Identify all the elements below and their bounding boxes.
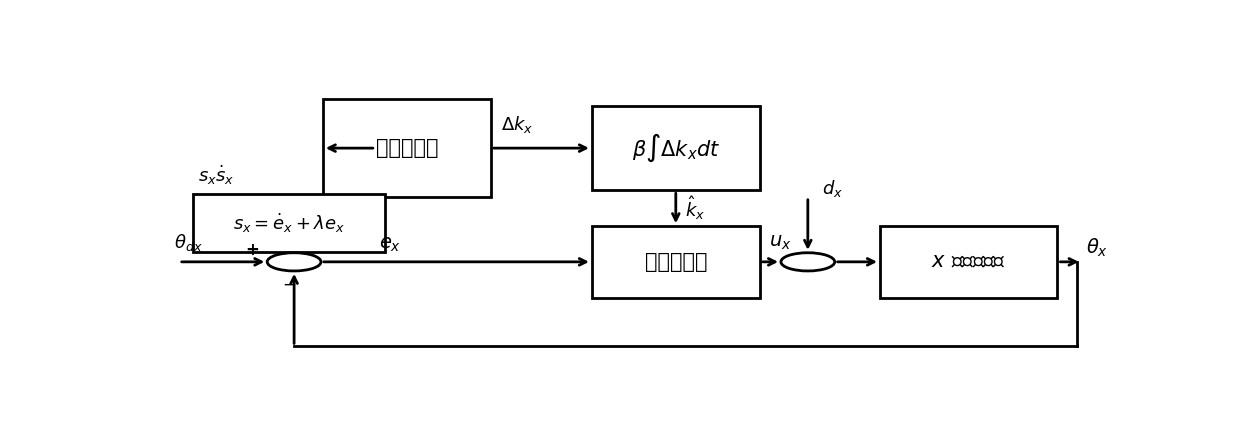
Text: 滑模控制器: 滑模控制器 <box>644 252 707 272</box>
FancyBboxPatch shape <box>193 194 385 252</box>
FancyBboxPatch shape <box>880 226 1057 298</box>
FancyBboxPatch shape <box>323 99 491 197</box>
Text: 模糊控制器: 模糊控制器 <box>375 138 439 158</box>
Text: $s_x=\dot{e}_x+\lambda e_x$: $s_x=\dot{e}_x+\lambda e_x$ <box>233 211 346 235</box>
Text: $d_x$: $d_x$ <box>823 178 844 199</box>
Text: $\beta\int \Delta k_x dt$: $\beta\int \Delta k_x dt$ <box>632 132 720 164</box>
Text: $u_x$: $u_x$ <box>769 233 792 252</box>
Circle shape <box>268 253 321 271</box>
Text: $\Delta k_x$: $\Delta k_x$ <box>501 114 533 135</box>
Text: $\hat{k}_x$: $\hat{k}_x$ <box>685 195 705 222</box>
Text: $x$ 轴伺服系统: $x$ 轴伺服系统 <box>932 252 1006 272</box>
Text: $e_x$: $e_x$ <box>379 235 400 254</box>
FancyBboxPatch shape <box>592 226 760 298</box>
Text: $\theta_x$: $\theta_x$ <box>1087 236 1109 259</box>
Text: $-$: $-$ <box>282 274 296 292</box>
Text: $s_x\dot{s}_x$: $s_x\dot{s}_x$ <box>198 164 234 187</box>
FancyBboxPatch shape <box>592 106 760 190</box>
Text: $\theta_{dx}$: $\theta_{dx}$ <box>173 232 203 253</box>
Circle shape <box>781 253 835 271</box>
Text: +: + <box>245 241 259 259</box>
